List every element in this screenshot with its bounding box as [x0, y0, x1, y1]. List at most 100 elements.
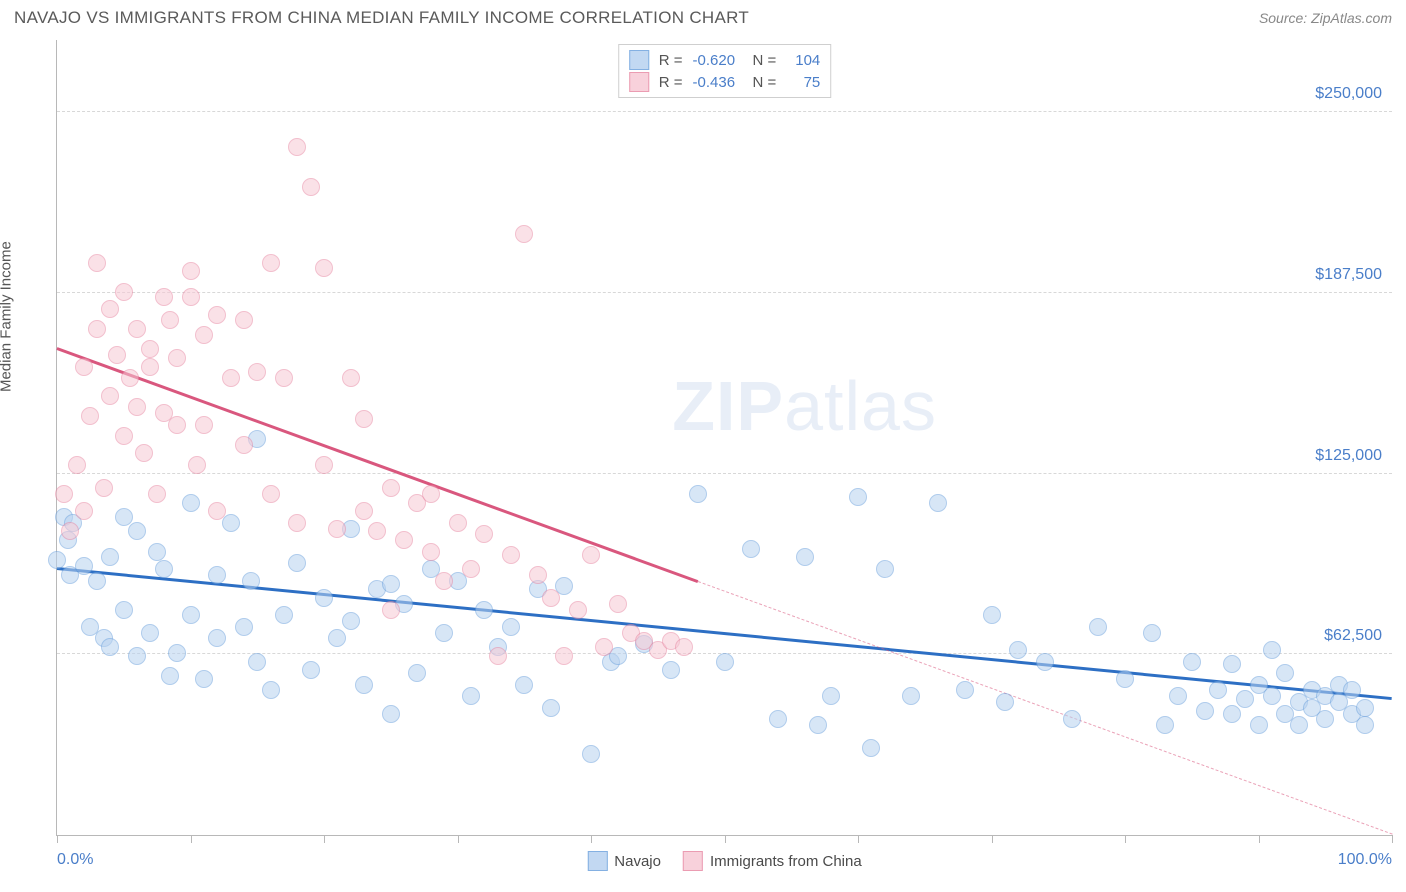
legend-label: Navajo [614, 853, 661, 870]
data-point [328, 520, 346, 538]
data-point [996, 693, 1014, 711]
data-point [449, 514, 467, 532]
data-point [248, 363, 266, 381]
data-point [195, 670, 213, 688]
data-point [288, 514, 306, 532]
data-point [475, 525, 493, 543]
data-point [1183, 653, 1201, 671]
watermark: ZIPatlas [672, 366, 937, 446]
data-point [1263, 687, 1281, 705]
y-tick-label: $187,500 [1315, 266, 1382, 284]
data-point [1356, 716, 1374, 734]
data-point [141, 340, 159, 358]
data-point [342, 369, 360, 387]
x-tick [858, 835, 859, 843]
data-point [141, 358, 159, 376]
data-point [188, 456, 206, 474]
data-point [88, 572, 106, 590]
legend-item: Navajo [587, 851, 661, 871]
data-point [769, 710, 787, 728]
data-point [88, 320, 106, 338]
data-point [542, 589, 560, 607]
data-point [161, 667, 179, 685]
legend-swatch [683, 851, 703, 871]
data-point [462, 687, 480, 705]
data-point [1250, 716, 1268, 734]
legend-swatch [587, 851, 607, 871]
plot-area: ZIPatlas $62,500$125,000$187,500$250,000… [56, 40, 1392, 836]
data-point [1263, 641, 1281, 659]
data-point [742, 540, 760, 558]
data-point [141, 624, 159, 642]
data-point [55, 485, 73, 503]
data-point [328, 629, 346, 647]
data-point [716, 653, 734, 671]
data-point [876, 560, 894, 578]
x-axis-label-left: 0.0% [57, 851, 93, 869]
data-point [128, 522, 146, 540]
data-point [422, 485, 440, 503]
data-point [1169, 687, 1187, 705]
data-point [355, 502, 373, 520]
data-point [115, 427, 133, 445]
data-point [822, 687, 840, 705]
data-point [195, 416, 213, 434]
chart-header: NAVAJO VS IMMIGRANTS FROM CHINA MEDIAN F… [0, 0, 1406, 34]
data-point [1276, 664, 1294, 682]
y-tick-label: $125,000 [1315, 447, 1382, 465]
data-point [595, 638, 613, 656]
data-point [262, 485, 280, 503]
stat-legend: R =-0.620N =104R =-0.436N =75 [618, 44, 832, 98]
data-point [342, 612, 360, 630]
data-point [956, 681, 974, 699]
legend-swatch [629, 72, 649, 92]
data-point [275, 369, 293, 387]
data-point [435, 572, 453, 590]
data-point [208, 629, 226, 647]
y-tick-label: $62,500 [1324, 627, 1382, 645]
data-point [1223, 705, 1241, 723]
data-point [862, 739, 880, 757]
data-point [489, 647, 507, 665]
data-point [155, 288, 173, 306]
data-point [569, 601, 587, 619]
data-point [529, 566, 547, 584]
data-point [662, 661, 680, 679]
legend-swatch [629, 50, 649, 70]
x-tick [591, 835, 592, 843]
data-point [382, 479, 400, 497]
x-tick [1259, 835, 1260, 843]
data-point [1343, 681, 1361, 699]
data-point [208, 502, 226, 520]
data-point [208, 306, 226, 324]
gridline [57, 292, 1392, 293]
source-label: Source: ZipAtlas.com [1259, 10, 1392, 26]
data-point [88, 254, 106, 272]
data-point [1036, 653, 1054, 671]
data-point [115, 601, 133, 619]
data-point [475, 601, 493, 619]
data-point [115, 508, 133, 526]
x-tick [1392, 835, 1393, 843]
data-point [515, 225, 533, 243]
data-point [182, 494, 200, 512]
data-point [689, 485, 707, 503]
x-tick [458, 835, 459, 843]
data-point [315, 589, 333, 607]
data-point [1236, 690, 1254, 708]
data-point [315, 259, 333, 277]
data-point [101, 548, 119, 566]
data-point [108, 346, 126, 364]
data-point [582, 745, 600, 763]
data-point [515, 676, 533, 694]
data-point [68, 456, 86, 474]
x-tick [1125, 835, 1126, 843]
data-point [208, 566, 226, 584]
data-point [1356, 699, 1374, 717]
data-point [168, 644, 186, 662]
data-point [155, 560, 173, 578]
data-point [983, 606, 1001, 624]
data-point [242, 572, 260, 590]
legend-label: Immigrants from China [710, 853, 862, 870]
data-point [1316, 710, 1334, 728]
